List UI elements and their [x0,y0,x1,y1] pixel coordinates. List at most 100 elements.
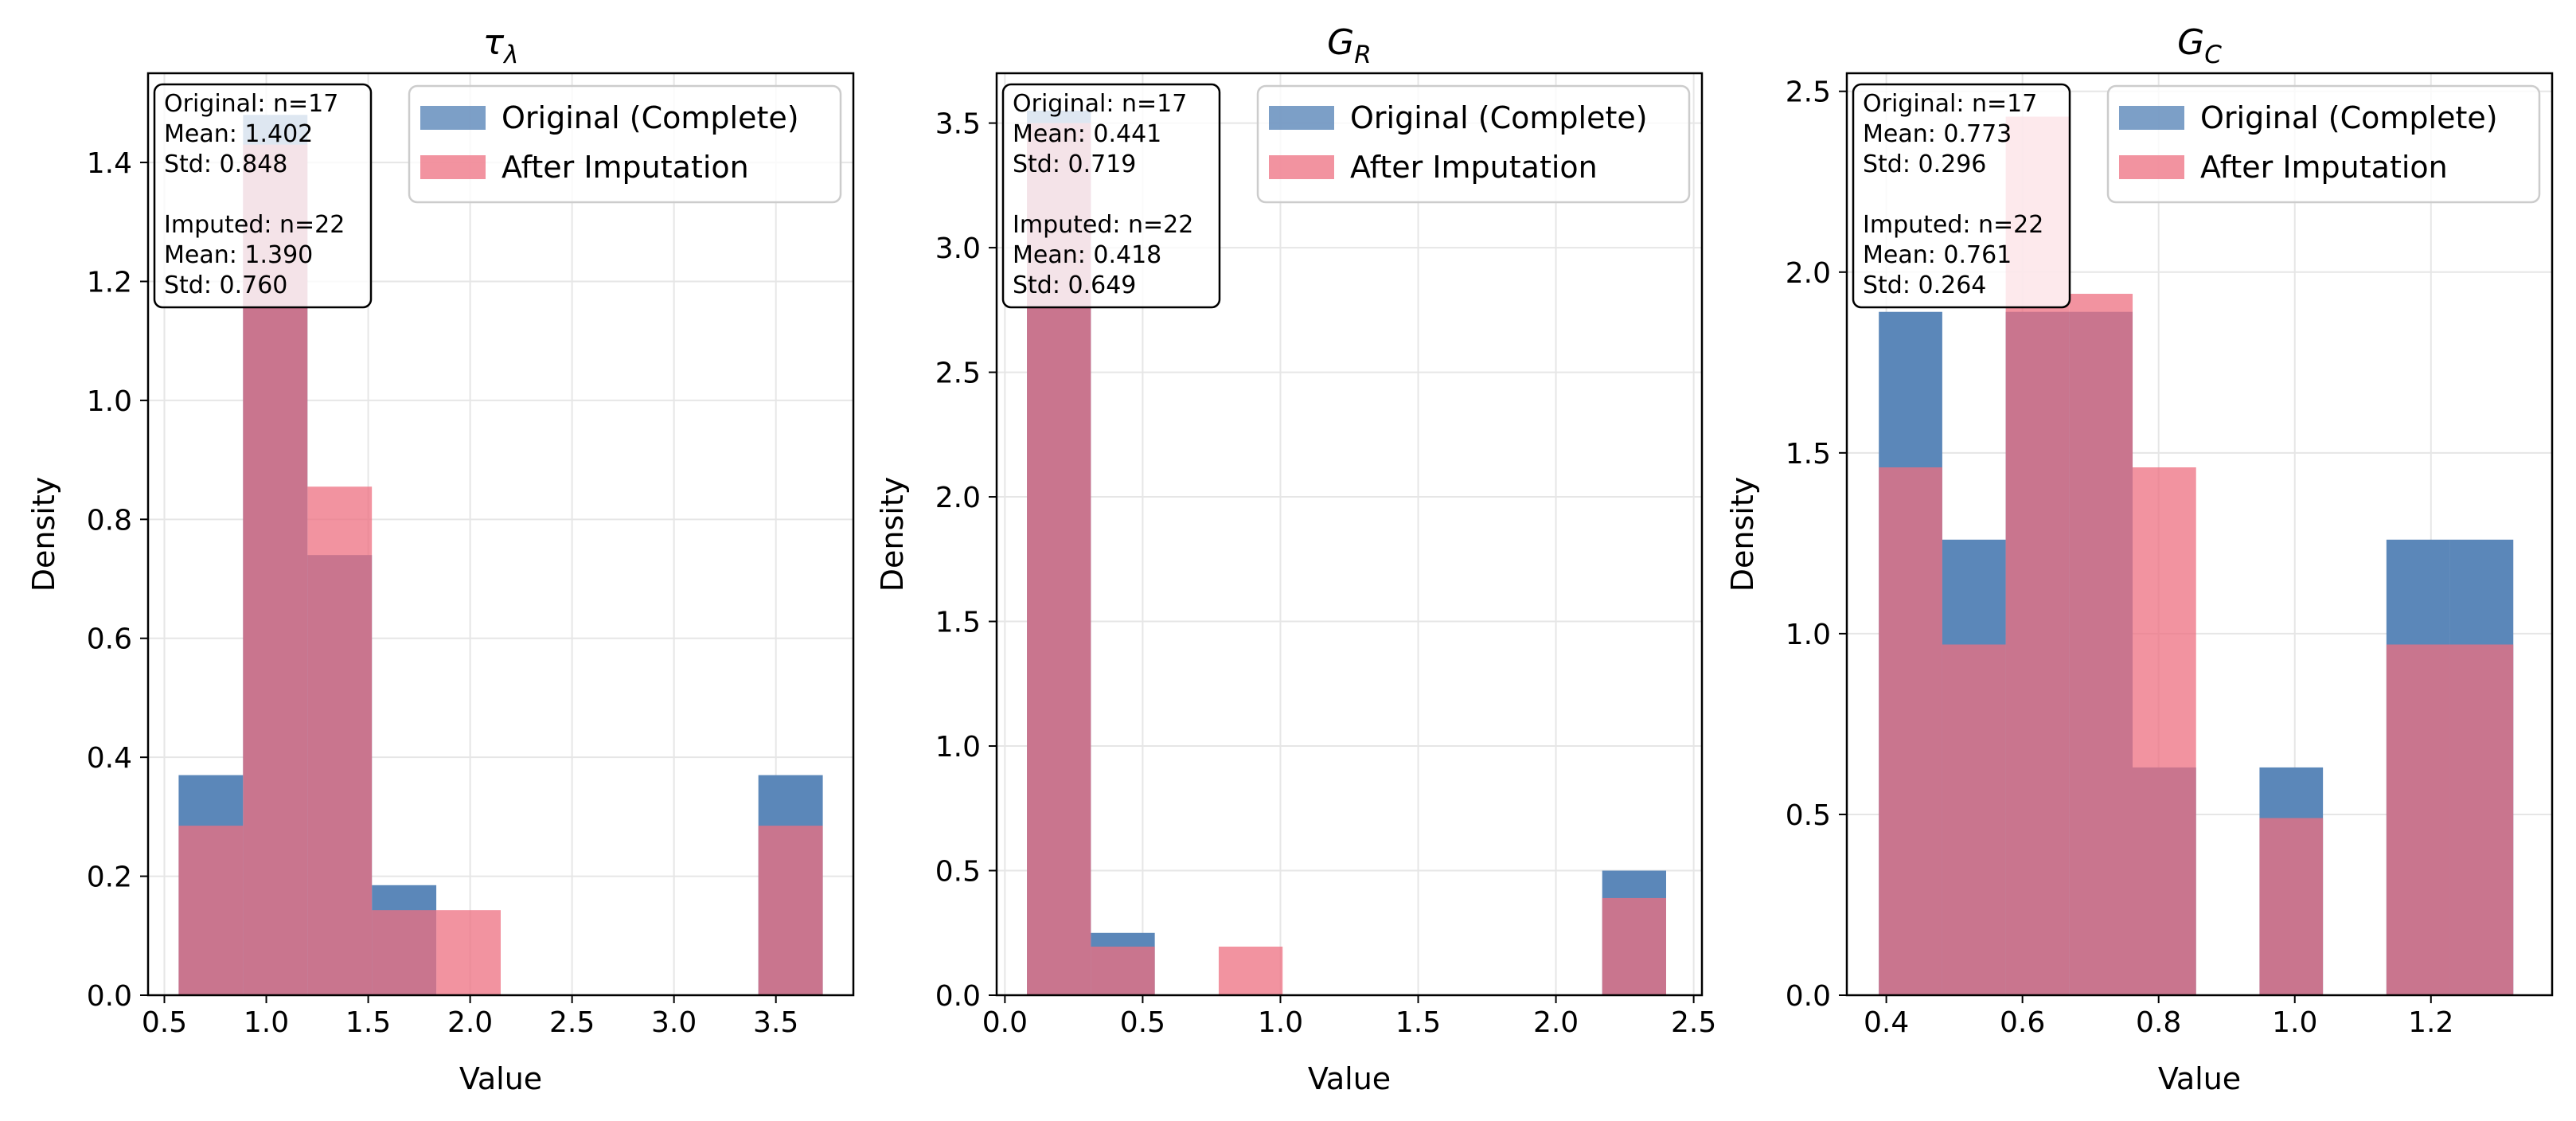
title-subscript: R [1354,41,1372,69]
y-tick-label: 0.4 [87,742,132,775]
y-tick-label: 3.0 [935,232,981,265]
legend-swatch-imputed [2119,155,2184,179]
stats-line: Mean: 0.441 [1013,120,1161,148]
legend-label-imputed: After Imputation [502,150,749,185]
y-tick-label: 1.5 [935,607,981,639]
bar-imputed [178,826,244,995]
y-tick-label: 0.0 [1786,980,1831,1013]
chart-title: GC [2177,22,2222,69]
x-tick-label: 1.0 [2272,1006,2317,1039]
bar-imputed [307,486,373,995]
stats-line: Std: 0.649 [1013,271,1136,299]
bar-imputed [2449,644,2514,995]
legend-swatch-original [1269,106,1334,130]
title-main: G [2177,22,2204,63]
x-tick-label: 1.0 [244,1006,289,1039]
stats-line: Mean: 1.402 [164,120,313,148]
stats-box [1852,83,2071,309]
y-tick-label: 1.2 [87,266,132,299]
legend-box [408,84,842,204]
chart-panel-3: 0.4 0.6 0.8 1.0 1.2 0.0 0.5 1.0 1.5 2.0 2.5 Value De… [1725,22,2554,1096]
y-tick-label: 1.0 [1786,619,1831,651]
stats-line: Std: 0.296 [1863,150,1986,178]
bar-imputed [1602,897,1667,995]
bar-imputed [1879,467,1942,995]
y-tick-label: 0.5 [935,856,981,889]
stats-line: Imputed: n=22 [1863,211,2043,239]
bar-imputed [1218,946,1283,995]
axes-frame [995,72,1704,997]
legend-swatch-imputed [420,155,486,179]
x-axis-label: Value [1308,1061,1391,1096]
bar-imputed [2133,467,2196,995]
y-tick-label: 1.0 [935,731,981,764]
legend-swatch-imputed [1269,155,1334,179]
y-tick-label: 0.0 [87,980,132,1013]
axes-frame [1845,72,2554,997]
stats-line: Std: 0.719 [1013,150,1136,178]
x-tick-label: 0.5 [142,1006,187,1039]
x-tick-label: 2.5 [1671,1006,1716,1039]
legend-label-original: Original (Complete) [502,100,799,135]
x-tick-label: 0.0 [982,1006,1028,1039]
axes-frame [146,72,855,997]
y-tick-label: 0.0 [935,980,981,1013]
bar-imputed [1942,644,2006,995]
x-axis-label: Value [2158,1061,2241,1096]
x-tick-label: 1.5 [1395,1006,1441,1039]
y-axis-label: Density [875,477,910,592]
stats-line: Std: 0.760 [164,271,287,299]
bar-imputed [2259,818,2324,995]
legend-swatch-original [2119,106,2184,130]
y-tick-label: 0.6 [87,623,132,656]
stats-line: Imputed: n=22 [1013,211,1193,239]
stats-line: Mean: 0.761 [1863,241,2012,269]
stats-line: Mean: 0.418 [1013,241,1161,269]
y-tick-label: 0.5 [1786,799,1831,832]
x-tick-label: 0.4 [1864,1006,1909,1039]
legend-label-original: Original (Complete) [2200,100,2498,135]
y-tick-label: 0.8 [87,504,132,537]
stats-box [153,83,373,309]
title-main: G [1327,22,1354,63]
legend-swatch-original [420,106,486,130]
stats-line: Std: 0.264 [1863,271,1986,299]
stats-line: Original: n=17 [1863,90,2037,118]
bar-imputed [1091,946,1155,995]
legend-label-imputed: After Imputation [2200,150,2448,185]
x-tick-label: 0.6 [2000,1006,2045,1039]
bar-imputed [758,826,823,995]
y-tick-label: 2.5 [1786,76,1831,109]
stats-line: Original: n=17 [164,90,338,118]
stats-line: Imputed: n=22 [164,211,345,239]
x-tick-label: 2.5 [549,1006,595,1039]
legend-label-imputed: After Imputation [1350,150,1598,185]
stats-line: Mean: 1.390 [164,241,313,269]
bar-imputed [2069,294,2133,995]
y-tick-label: 2.5 [935,357,981,390]
legend-label-original: Original (Complete) [1350,100,1648,135]
bar-imputed [372,910,437,995]
x-tick-label: 0.5 [1120,1006,1165,1039]
y-tick-label: 3.5 [935,108,981,141]
chart-panel-2: 0.0 0.5 1.0 1.5 2.0 2.5 0.0 0.5 1.0 1.5 2.0 2.5 3.0 3… [875,22,1716,1096]
y-tick-label: 1.5 [1786,438,1831,471]
x-tick-label: 2.0 [447,1006,493,1039]
y-tick-label: 2.0 [1786,257,1831,290]
stats-line: Std: 0.848 [164,150,287,178]
x-tick-label: 3.5 [753,1006,798,1039]
stats-line: Mean: 0.773 [1863,120,2012,148]
chart-title: GR [1327,22,1372,69]
chart-title: τλ [483,22,519,69]
stats-box [1001,83,1221,309]
x-tick-label: 3.0 [651,1006,697,1039]
y-axis-label: Density [1725,477,1760,592]
bar-imputed [436,910,501,995]
x-axis-label: Value [459,1061,542,1096]
x-tick-label: 1.0 [1258,1006,1303,1039]
y-tick-label: 2.0 [935,482,981,514]
x-tick-label: 1.5 [345,1006,391,1039]
y-tick-label: 1.0 [87,385,132,418]
x-tick-label: 1.2 [2408,1006,2453,1039]
